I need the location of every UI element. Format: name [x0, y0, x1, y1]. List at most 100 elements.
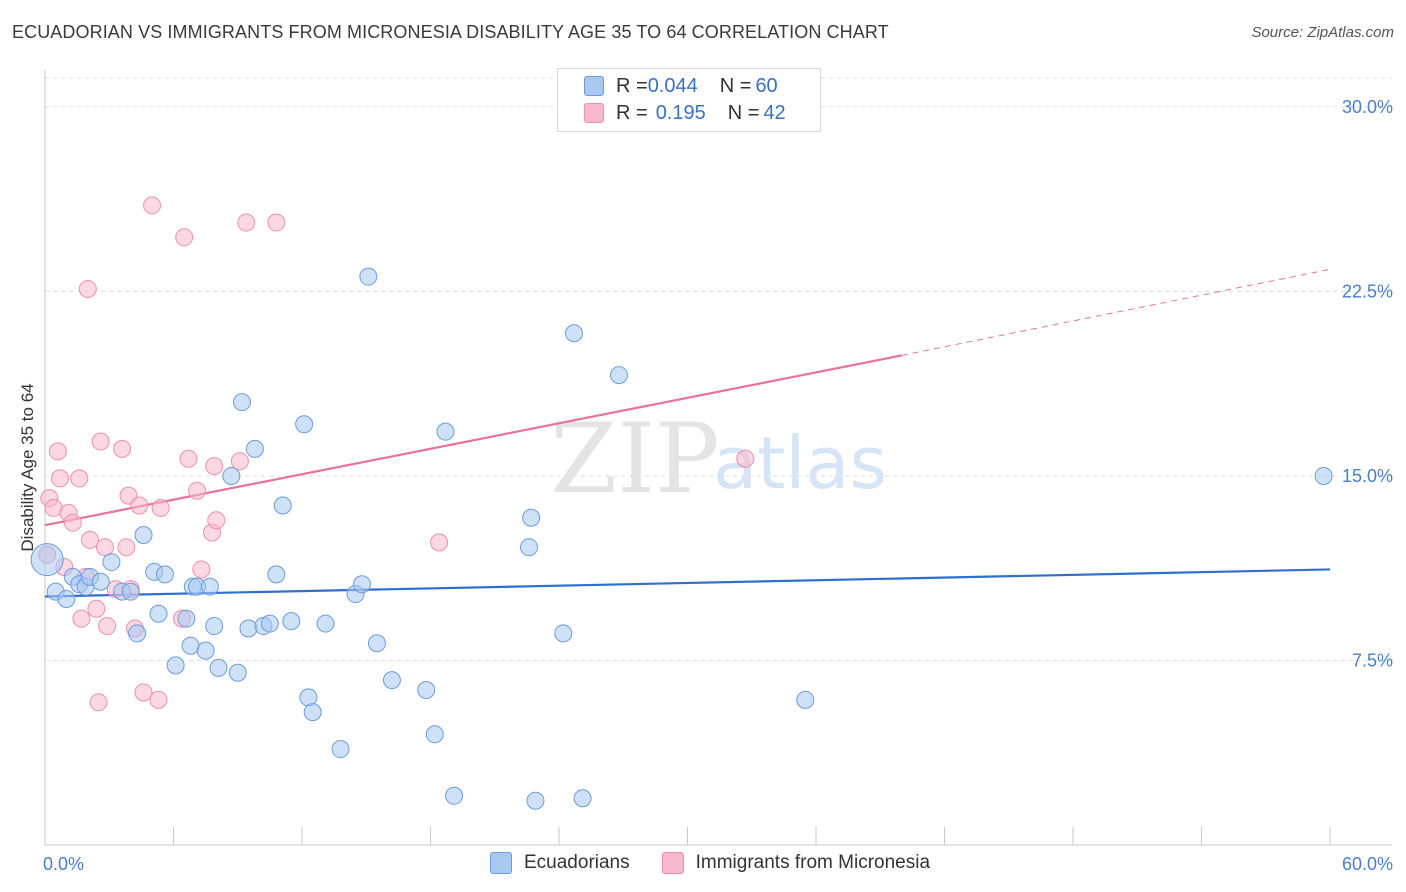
data-point-micronesia — [98, 617, 117, 636]
data-point-ecuadorians — [209, 658, 228, 677]
data-point-ecuadorians — [222, 466, 241, 485]
data-point-micronesia — [175, 228, 194, 247]
data-point-ecuadorians — [367, 634, 386, 653]
series-label: Ecuadorians — [524, 852, 630, 873]
data-point-ecuadorians — [352, 575, 371, 594]
data-point-micronesia — [149, 690, 168, 709]
series-swatch-blue — [490, 852, 512, 874]
data-point-ecuadorians — [57, 589, 76, 608]
data-point-ecuadorians — [382, 671, 401, 690]
data-point-micronesia — [72, 609, 91, 628]
data-point-micronesia — [50, 469, 69, 488]
data-point-ecuadorians — [609, 366, 628, 385]
data-point-ecuadorians — [128, 624, 147, 643]
data-point-micronesia — [207, 511, 226, 530]
data-point-ecuadorians — [273, 496, 292, 515]
data-point-ecuadorians — [155, 565, 174, 584]
data-point-ecuadorians — [166, 656, 185, 675]
legend-r-label: R = — [616, 101, 648, 124]
x-tick-label: 60.0% — [1342, 854, 1393, 874]
data-point-micronesia — [237, 213, 256, 232]
legend-n-value: 42 — [763, 101, 786, 124]
data-point-ecuadorians — [245, 439, 264, 458]
data-point-micronesia — [188, 481, 207, 500]
data-points — [30, 196, 1333, 810]
data-point-ecuadorians — [282, 612, 301, 631]
watermark-zip: ZIP — [550, 403, 719, 515]
series-legend: Ecuadorians Immigrants from Micronesia — [490, 852, 962, 874]
data-point-ecuadorians — [796, 690, 815, 709]
legend-row-micronesia: R = 0.195 N = 42 — [584, 101, 786, 125]
data-point-micronesia — [151, 498, 170, 517]
data-point-ecuadorians — [522, 508, 541, 527]
data-point-ecuadorians — [91, 572, 110, 591]
y-tick-label: 30.0% — [1342, 97, 1393, 117]
data-point-ecuadorians — [177, 609, 196, 628]
data-point-micronesia — [230, 452, 249, 471]
data-point-ecuadorians — [102, 553, 121, 572]
data-point-micronesia — [78, 279, 97, 298]
data-point-micronesia — [87, 599, 106, 618]
data-point-ecuadorians — [417, 681, 436, 699]
data-point-ecuadorians — [239, 619, 258, 638]
data-point-micronesia — [130, 496, 149, 515]
legend-r-value: 0.044 — [647, 74, 698, 97]
data-point-micronesia — [192, 560, 211, 579]
source-label: Source: ZipAtlas.com — [1251, 24, 1394, 41]
series-legend-ecuadorians: Ecuadorians — [490, 852, 630, 874]
data-point-ecuadorians — [233, 393, 252, 412]
data-point-ecuadorians — [316, 614, 335, 633]
data-point-micronesia — [179, 449, 198, 468]
data-point-ecuadorians — [260, 614, 279, 633]
trend-lines — [44, 268, 1331, 598]
data-point-ecuadorians — [573, 789, 592, 808]
data-point-ecuadorians — [526, 791, 545, 810]
data-point-ecuadorians — [295, 415, 314, 434]
data-point-ecuadorians — [1314, 466, 1333, 485]
x-tick-label: 0.0% — [43, 854, 84, 874]
legend-r-value: 0.195 — [655, 101, 706, 124]
correlation-legend: R = 0.044 N = 60 R = 0.195 N = 42 — [557, 68, 821, 132]
data-point-micronesia — [44, 498, 63, 517]
data-point-ecuadorians — [149, 604, 168, 623]
data-point-ecuadorians — [303, 703, 322, 722]
data-point-ecuadorians — [564, 324, 583, 343]
data-point-micronesia — [267, 213, 286, 232]
data-point-micronesia — [134, 683, 153, 702]
data-point-micronesia — [70, 469, 89, 488]
data-point-micronesia — [117, 538, 136, 557]
data-point-ecuadorians — [520, 538, 539, 557]
legend-swatch-blue — [584, 76, 604, 96]
data-point-ecuadorians — [228, 663, 247, 682]
series-legend-micronesia: Immigrants from Micronesia — [661, 852, 931, 874]
data-point-micronesia — [205, 457, 224, 476]
y-tick-label: 22.5% — [1342, 281, 1393, 301]
data-point-ecuadorians — [121, 582, 140, 601]
trend-line-ecuadorians — [44, 568, 1331, 598]
data-point-micronesia — [80, 530, 99, 549]
legend-n-label: N = — [719, 74, 752, 97]
legend-n-label: N = — [727, 101, 760, 124]
chart-title: ECUADORIAN VS IMMIGRANTS FROM MICRONESIA… — [12, 22, 889, 42]
legend-swatch-pink — [584, 103, 604, 123]
data-point-ecuadorians — [267, 565, 286, 584]
legend-r-label: R = — [616, 74, 648, 97]
data-point-ecuadorians — [200, 577, 219, 596]
y-tick-label: 7.5% — [1352, 650, 1393, 670]
data-point-micronesia — [736, 449, 755, 468]
series-swatch-pink — [661, 852, 684, 874]
legend-row-ecuadorians: R = 0.044 N = 60 — [584, 74, 778, 98]
data-point-ecuadorians — [205, 617, 224, 636]
data-point-ecuadorians — [425, 725, 444, 744]
data-point-ecuadorians — [436, 422, 455, 441]
series-label: Immigrants from Micronesia — [695, 852, 931, 873]
tick-labels: 7.5% 15.0% 22.5% 30.0% 0.0% 60.0% Disability A… — [18, 97, 1393, 874]
data-point-ecuadorians — [196, 641, 215, 660]
data-point-ecuadorians — [134, 526, 153, 544]
data-point-micronesia — [430, 533, 449, 552]
data-point-ecuadorians — [30, 543, 64, 577]
legend-n-value: 60 — [755, 74, 778, 97]
data-point-micronesia — [143, 196, 162, 215]
